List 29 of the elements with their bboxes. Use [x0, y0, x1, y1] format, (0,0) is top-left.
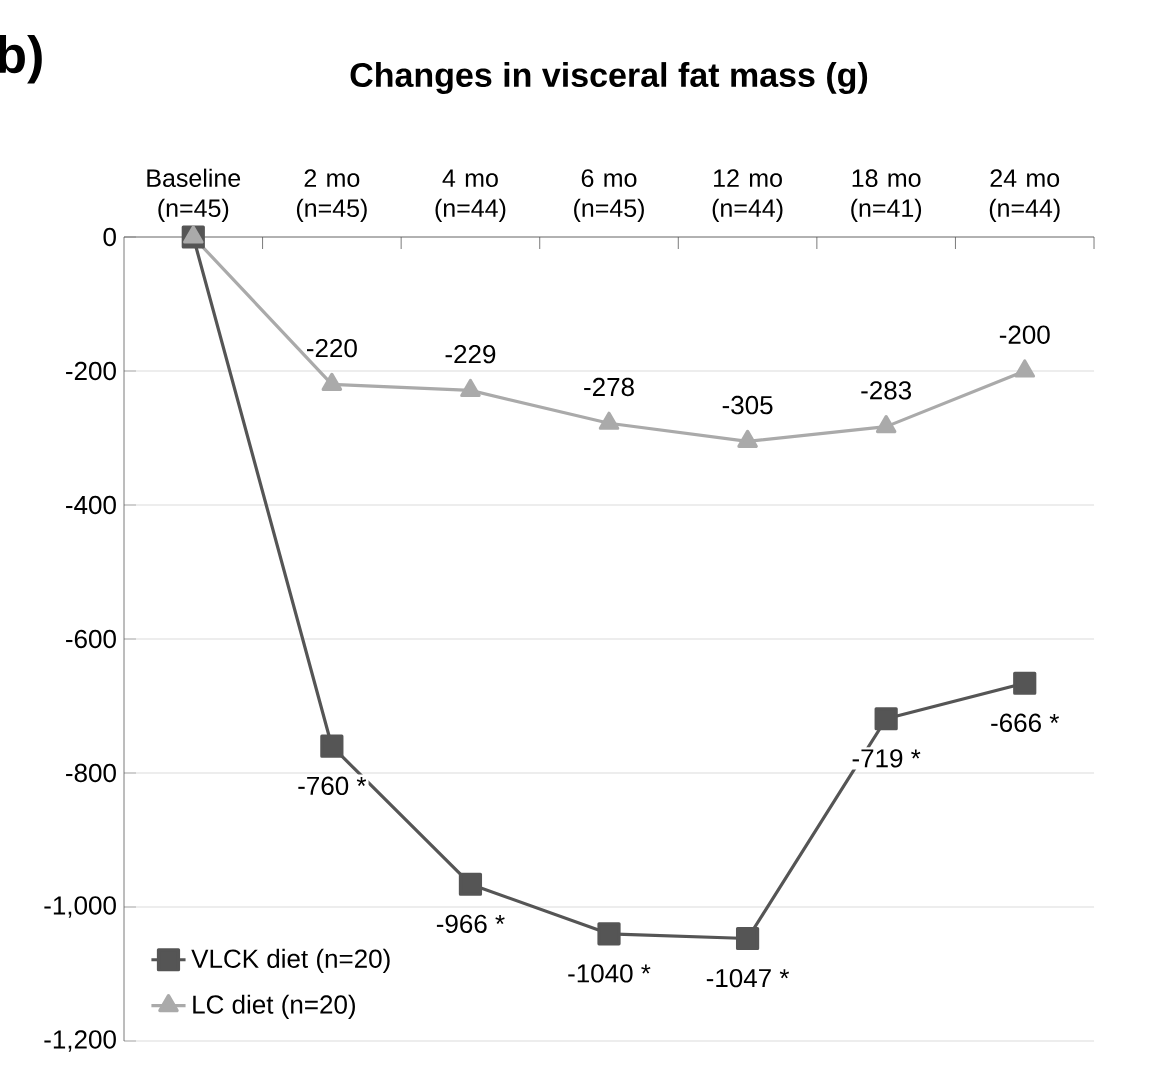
- data-label: -966 *: [436, 914, 505, 934]
- data-label: -1047 *: [706, 968, 790, 988]
- y-tick-label: -800: [66, 763, 116, 783]
- y-tick-label: -1,200: [44, 1030, 116, 1052]
- y-tick-label: 0: [103, 227, 116, 247]
- data-label: -305: [722, 395, 773, 415]
- legend-label: VLCK diet (n=20): [191, 948, 390, 974]
- x-tick-label: 24 mo (n=44): [989, 169, 1060, 222]
- data-label: -1040 *: [568, 964, 651, 983]
- data-label: -278: [584, 377, 634, 397]
- y-tick-label: -200: [66, 361, 116, 381]
- x-tick-label: 4 mo (n=44): [435, 169, 506, 222]
- x-tick-label: 12 mo (n=44): [712, 169, 783, 222]
- x-tick-label: 2 mo (n=45): [296, 169, 367, 222]
- y-tick-label: -600: [66, 629, 116, 649]
- data-label: -220: [307, 338, 357, 358]
- chart-title: Changes in visceral fat mass (g): [350, 62, 868, 94]
- x-tick-label: 18 mo (n=41): [851, 169, 922, 222]
- data-label: -666 *: [991, 713, 1059, 733]
- x-tick-label: 6 mo (n=45): [574, 169, 644, 222]
- data-label: -229: [445, 344, 496, 364]
- y-tick-label: -400: [66, 495, 116, 515]
- data-label: -200: [999, 325, 1050, 344]
- data-label: -760 *: [298, 776, 367, 796]
- legend-label: LC diet (n=20): [193, 994, 355, 1019]
- x-tick-label: Baseline (n=45): [147, 168, 241, 222]
- data-label: -283: [861, 381, 912, 400]
- y-tick-label: -1,000: [44, 896, 116, 918]
- data-label: -719 *: [852, 749, 921, 768]
